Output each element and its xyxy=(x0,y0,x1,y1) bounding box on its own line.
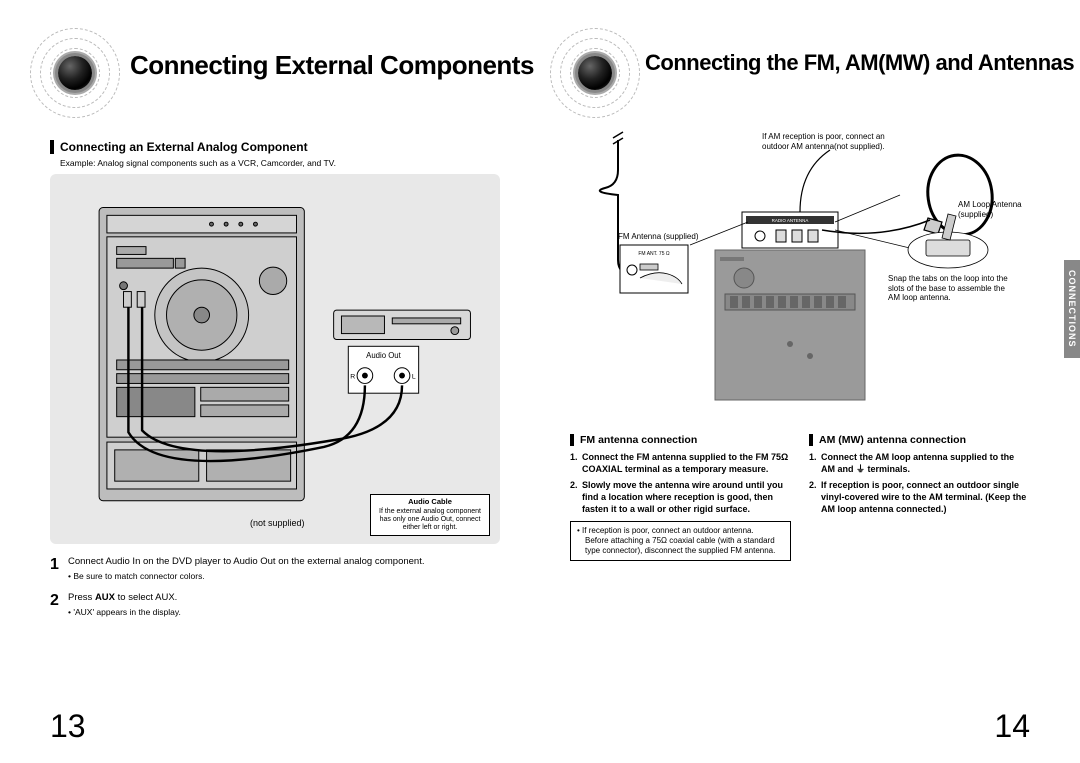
diagram-antennas: FM ANT. 75 Ω RADIO ANTENNA xyxy=(570,130,1030,420)
am-antenna-section: AM (MW) antenna connection 1.Connect the… xyxy=(809,434,1030,561)
am-section-header: AM (MW) antenna connection xyxy=(809,434,1030,446)
example-text: Example: Analog signal components such a… xyxy=(60,158,500,168)
callout-fm-supplied: FM Antenna (supplied) xyxy=(618,232,699,242)
page-14: Connecting the FM, AM(MW) and Antennas C… xyxy=(540,0,1080,763)
callout-snap-tabs: Snap the tabs on the loop into the slots… xyxy=(888,274,1018,303)
svg-text:RADIO ANTENNA: RADIO ANTENNA xyxy=(772,218,809,223)
step-1: 1 Connect Audio In on the DVD player to … xyxy=(50,556,500,582)
page-title-right: Connecting the FM, AM(MW) and Antennas xyxy=(645,50,1074,76)
callout-am-loop: AM Loop Antenna (supplied) xyxy=(958,200,1028,219)
svg-text:FM ANT. 75 Ω: FM ANT. 75 Ω xyxy=(638,251,670,257)
fm-antenna-section: FM antenna connection 1.Connect the FM a… xyxy=(570,434,791,561)
speaker-icon xyxy=(30,28,120,118)
callout-outdoor-am: If AM reception is poor, connect an outd… xyxy=(762,132,902,151)
section-header-analog: Connecting an External Analog Component xyxy=(50,140,500,154)
not-supplied-label: (not supplied) xyxy=(250,518,305,528)
audio-cable-note: Audio Cable If the external analog compo… xyxy=(370,494,490,536)
side-tab-connections: CONNECTIONS xyxy=(1064,260,1080,358)
diagram-external-component: Audio Out R L xyxy=(50,174,500,544)
step-2: 2 Press AUX to select AUX. 'AUX' appears… xyxy=(50,592,500,618)
fm-section-header: FM antenna connection xyxy=(570,434,791,446)
svg-text:L: L xyxy=(412,374,416,381)
audio-out-label: Audio Out xyxy=(366,351,402,360)
steps-list: 1 Connect Audio In on the DVD player to … xyxy=(50,556,500,619)
fm-note-box: If reception is poor, connect an outdoor… xyxy=(570,521,791,561)
speaker-icon xyxy=(550,28,640,118)
page-number-14: 14 xyxy=(994,708,1030,745)
page-13: Connecting External Components Connectin… xyxy=(0,0,540,763)
page-title-left: Connecting External Components xyxy=(130,50,534,81)
page-number-13: 13 xyxy=(50,708,86,745)
svg-text:R: R xyxy=(350,374,355,381)
